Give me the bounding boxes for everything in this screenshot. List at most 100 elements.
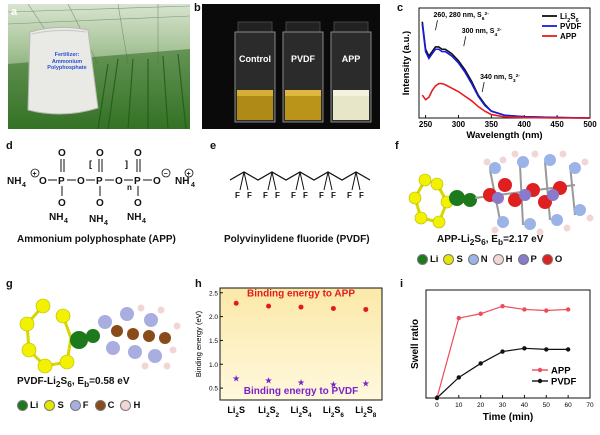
- legend-label: APP: [560, 32, 577, 41]
- legend-swatch: [120, 400, 132, 411]
- legend-symbol: P: [530, 254, 537, 265]
- svg-text:NH: NH: [127, 212, 141, 223]
- panel-label-e: e: [210, 140, 217, 152]
- panel-g: g PVDF-Li2S6, Eb=0.58 eV Li S F C H: [5, 278, 190, 428]
- x-axis-label: Wavelength (nm): [466, 130, 542, 140]
- greenhouse-photo: [7, 3, 191, 130]
- legend-element-s: S: [44, 400, 64, 411]
- panel-i: i 0 10 20 30 40 50 60 70 Time (min) Swell ratio AP…: [398, 278, 598, 430]
- svg-text:4: 4: [64, 218, 68, 225]
- legend-element-c: C: [94, 400, 114, 411]
- pvdf-series-label: Binding energy to PVDF: [244, 386, 358, 397]
- annotation-arrow: [435, 20, 438, 31]
- x-tick-label: 500: [583, 120, 597, 129]
- x-tick-label: 30: [499, 402, 507, 409]
- svg-text:+: +: [33, 171, 37, 178]
- app-point: [298, 304, 304, 310]
- legend-swatch: [443, 254, 455, 265]
- vial-label-app: APP: [341, 54, 361, 64]
- svg-text:4: 4: [142, 218, 146, 225]
- svg-text:O: O: [96, 148, 104, 159]
- x-tick-label: 450: [550, 120, 564, 129]
- svg-text:NH: NH: [49, 212, 63, 223]
- legend-label: Li2S6: [560, 12, 579, 24]
- x-category-label: Li2S6: [323, 405, 345, 419]
- svg-text:F: F: [359, 191, 364, 200]
- legend-symbol: H: [133, 400, 141, 411]
- svg-text:O: O: [134, 148, 142, 159]
- vial-label-control: Control: [239, 54, 271, 64]
- svg-text:4: 4: [191, 182, 195, 189]
- x-tick-label: 350: [485, 120, 499, 129]
- svg-text:F: F: [347, 191, 352, 200]
- x-category-label: Li2S4: [290, 405, 312, 419]
- legend-symbol: Li: [430, 254, 439, 265]
- element-legend-g: Li S F C H: [17, 400, 140, 411]
- swell-ratio-chart: 0 10 20 30 40 50 60 70 Time (min) Swell ratio APPP…: [410, 289, 594, 423]
- legend-element-li: Li: [17, 400, 38, 411]
- series-point-pvdf: [544, 347, 549, 352]
- x-tick-label: 300: [452, 120, 466, 129]
- legend-swatch: [541, 254, 553, 265]
- series-point-app: [565, 307, 571, 312]
- series-point-pvdf: [565, 347, 571, 352]
- svg-text:O: O: [39, 176, 47, 187]
- legend-element-li: Li: [417, 254, 438, 265]
- x-tick-label: 0: [435, 402, 439, 409]
- y-tick-label: 0.5: [209, 386, 218, 393]
- series-point-pvdf: [456, 375, 461, 380]
- series-line-pvdf: [436, 347, 569, 399]
- uv-vis-chart: 250 300 350 400 450 500 Wavelength (nm) Intensi…: [401, 7, 597, 141]
- series-point-pvdf: [478, 361, 483, 366]
- x-axis-label: Time (min): [483, 412, 533, 423]
- fertilizer-bag-label: Fertilizer: Ammonium Polyphosphate: [47, 52, 87, 71]
- svg-text:F: F: [275, 191, 280, 200]
- svg-text:4: 4: [22, 182, 26, 189]
- legend-element-s: S: [443, 254, 463, 265]
- y-axis-label: Binding energy (eV): [194, 310, 203, 377]
- panel-label-c: c: [397, 2, 404, 14]
- svg-text:+: +: [187, 171, 191, 178]
- series-point-app: [544, 308, 549, 313]
- legend-label: PVDF: [560, 22, 581, 31]
- series-line-1: [421, 23, 591, 119]
- legend-swatch: [17, 400, 28, 411]
- panel-label-i: i: [400, 278, 404, 290]
- svg-text:NH: NH: [89, 214, 103, 225]
- series-point-pvdf: [500, 349, 505, 354]
- series-point-app: [456, 315, 461, 321]
- svg-text:NH: NH: [175, 176, 189, 187]
- x-category-label: Li2S2: [258, 405, 280, 419]
- series-point-app: [478, 311, 483, 316]
- legend-swatch: [492, 254, 504, 265]
- app-point: [363, 306, 369, 312]
- svg-text:O: O: [134, 198, 142, 209]
- annotation-arrow: [463, 36, 467, 47]
- legend-label: PVDF: [551, 377, 577, 388]
- series-point-app: [500, 304, 505, 309]
- app-structure: NH 4 + O P O [ P O ] n P O − NH 4 + O O O: [7, 148, 195, 227]
- y-tick-label: 2.5: [209, 290, 218, 297]
- x-tick-label: 10: [455, 402, 463, 409]
- legend-swatch: [69, 400, 81, 411]
- x-tick-label: 400: [518, 120, 532, 129]
- x-tick-label: 50: [543, 402, 551, 409]
- svg-text:P: P: [96, 176, 103, 187]
- svg-text:P: P: [134, 176, 141, 187]
- x-tick-label: 250: [419, 120, 433, 129]
- pvdf-li2s6-model: [19, 298, 181, 374]
- x-tick-label: 60: [565, 402, 573, 409]
- app-caption: Ammonium polyphosphate (APP): [17, 234, 176, 245]
- legend-element-n: N: [467, 254, 488, 265]
- app-point: [233, 300, 239, 306]
- legend-label: APP: [551, 366, 571, 377]
- x-category-label: Li2S: [227, 405, 245, 419]
- legend-element-h: H: [492, 254, 513, 265]
- y-tick-label: 1.0: [209, 362, 218, 369]
- svg-text:F: F: [235, 191, 240, 200]
- panel-h: h 0.5 1.0 1.5 2.0 2.5 Binding energy (eV) Li2S…: [192, 278, 390, 430]
- y-axis-label: Intensity (a.u.): [401, 31, 412, 95]
- panel-b: Control PVDF APP b: [194, 2, 380, 129]
- panel-c: c 250 300 350 400 450 500 Wavelength (nm) Inten…: [385, 0, 597, 141]
